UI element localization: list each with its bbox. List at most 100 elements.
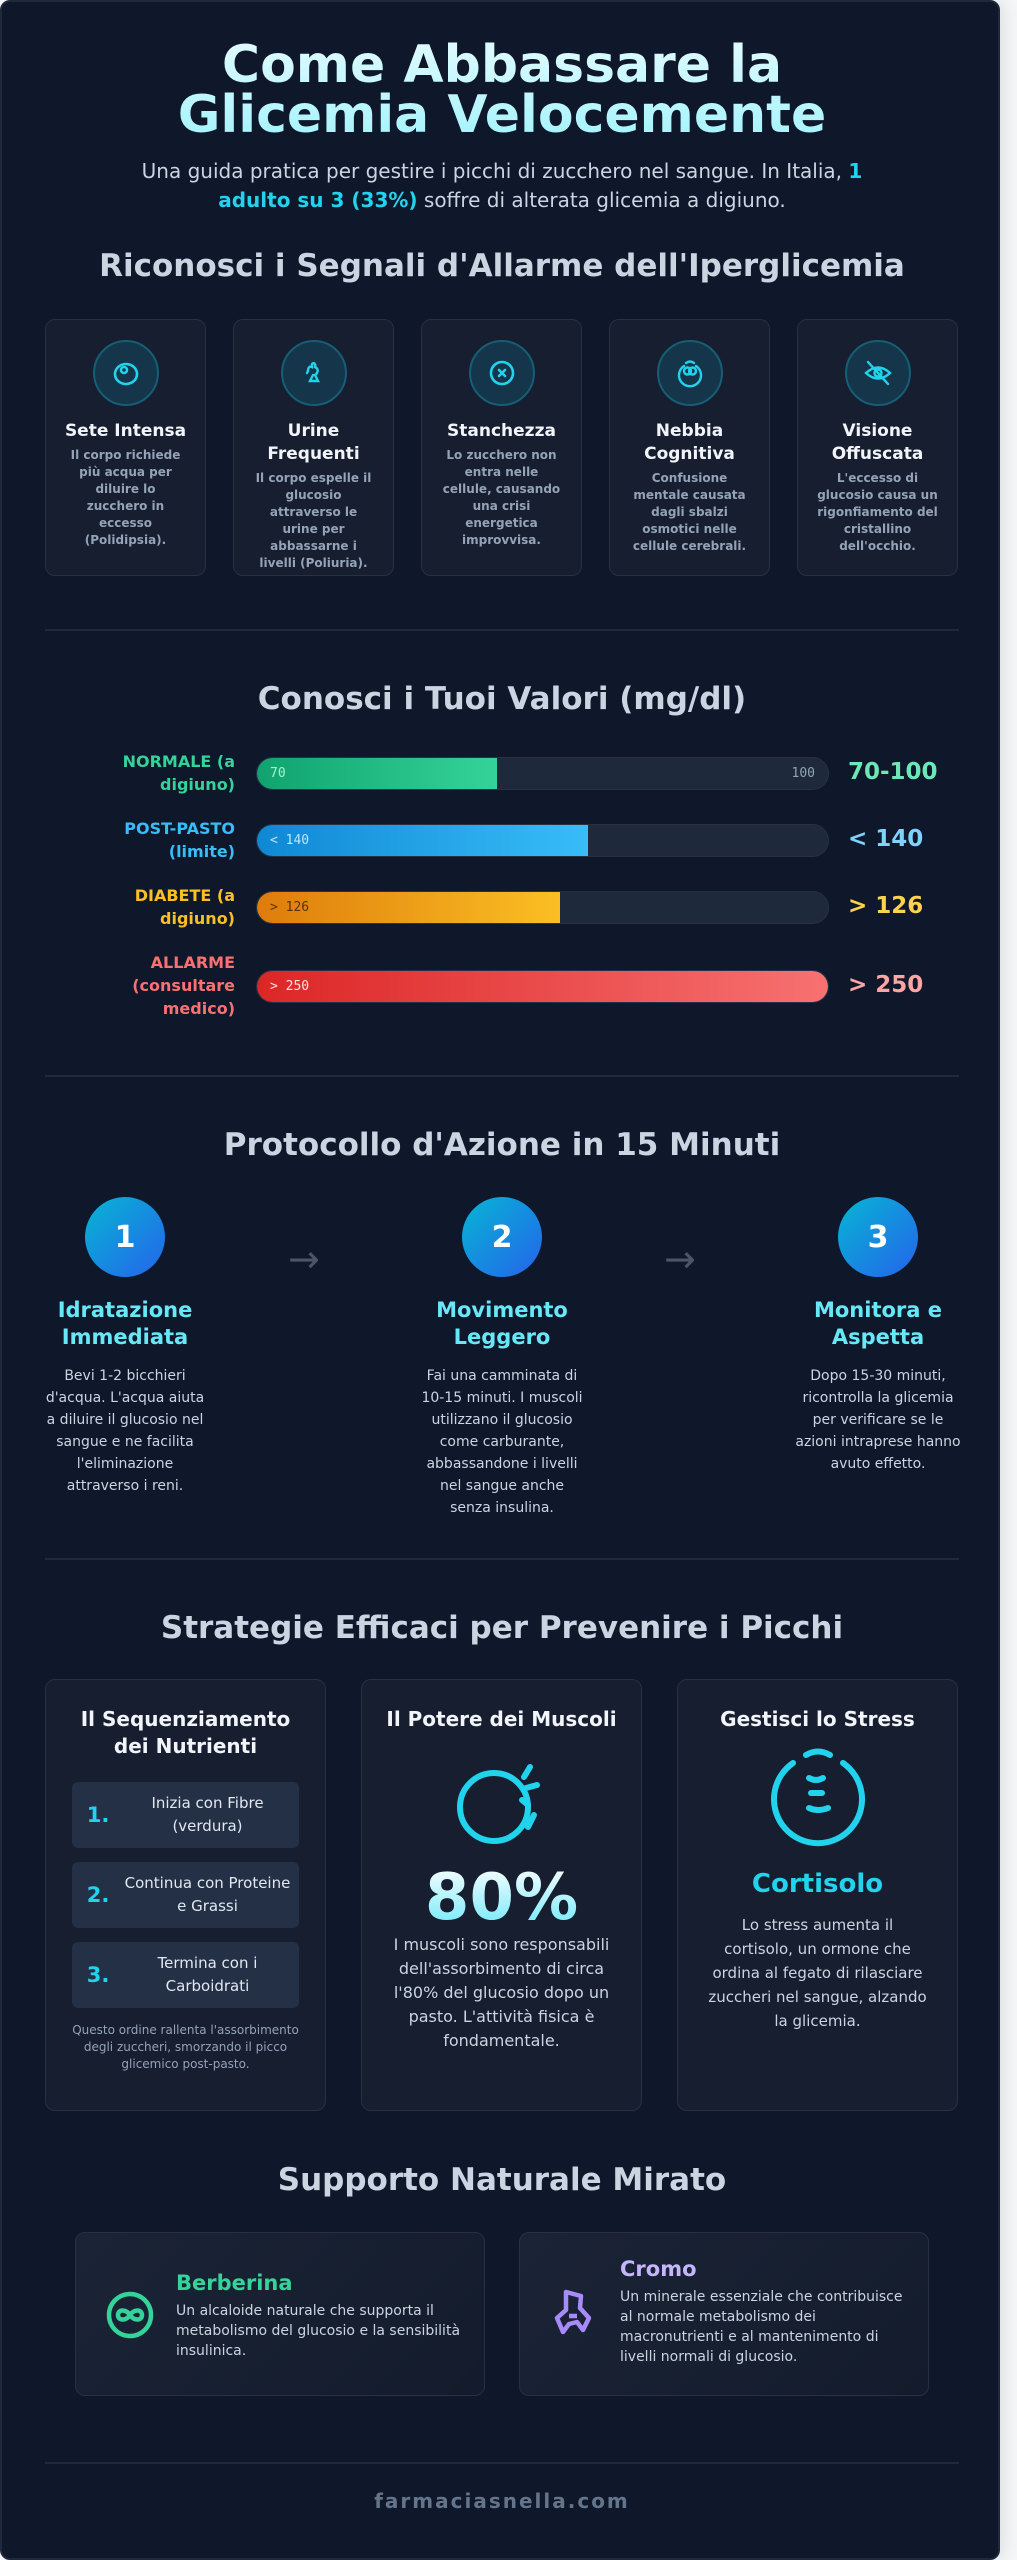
sequence-text: Continua con Proteine e Grassi bbox=[124, 1874, 291, 1915]
subtitle-text: Una guida pratica per gestire i picchi d… bbox=[141, 159, 849, 183]
step-desc: Fai una camminata di 10-15 minuti. I mus… bbox=[421, 1368, 583, 1516]
bar-min-label: 70 bbox=[270, 766, 286, 781]
footer-divider bbox=[45, 2462, 959, 2464]
symptom-card: Nebbia Cognitiva Confusione mentale causa… bbox=[609, 319, 770, 576]
symptom-desc: Lo zucchero non entra nelle cellule, cau… bbox=[442, 448, 561, 547]
bar-min-label: < 140 bbox=[270, 833, 310, 848]
symptom-title: Sete Intensa Il corpo richiede più acqua … bbox=[52, 420, 199, 549]
supplement-desc: Un minerale essenziale che contribuisce … bbox=[620, 2289, 903, 2365]
symptoms-section-title: Riconosci i Segnali d'Allarme dell'Iperg… bbox=[99, 248, 905, 284]
value-range: 70-100 bbox=[848, 759, 938, 785]
value-label: DIABETE (a digiuno) bbox=[134, 886, 235, 928]
strategy-title: Il Potere dei Muscoli bbox=[386, 1707, 617, 1731]
symptom-title: Urine Frequenti Il corpo espelle il gluco… bbox=[240, 420, 387, 572]
brain-icon bbox=[657, 340, 723, 406]
flexed-bicep-icon bbox=[362, 1755, 641, 1851]
sequence-number: 2. bbox=[86, 1883, 110, 1907]
symptom-card: Stanchezza Lo zucchero non entra nelle ce… bbox=[421, 319, 582, 576]
sequence-step: 3. Termina con i Carboidrati bbox=[72, 1942, 299, 2008]
infinity-icon bbox=[102, 2287, 158, 2343]
value-bar-fill bbox=[257, 758, 497, 789]
section-divider bbox=[45, 1075, 959, 1077]
subtitle-text-end: soffre di alterata glicemia a digiuno. bbox=[417, 188, 786, 212]
protocol-step: 2 Movimento Leggero Fai una camminata di… bbox=[412, 1197, 592, 1519]
eye-off-icon bbox=[845, 340, 911, 406]
arrow-right-icon: → bbox=[288, 1237, 320, 1281]
symptom-card: Visione Offuscata L'eccesso di glucosio c… bbox=[797, 319, 958, 576]
value-range: > 126 bbox=[848, 893, 924, 919]
section-divider bbox=[45, 629, 959, 631]
arrow-right-icon: → bbox=[664, 1237, 696, 1281]
stress-meditation-icon bbox=[678, 1745, 957, 1855]
sequence-note: Questo ordine rallenta l'assorbimento de… bbox=[72, 2023, 299, 2071]
sequence-number: 3. bbox=[86, 1963, 110, 1987]
supplement-name: Cromo bbox=[620, 2257, 697, 2281]
value-label: POST-PASTO (limite) bbox=[124, 819, 235, 861]
sequence-step: 1. Inizia con Fibre (verdura) bbox=[72, 1782, 299, 1848]
symptom-card: Sete Intensa Il corpo richiede più acqua … bbox=[45, 319, 206, 576]
strategy-card-muscles: Il Potere dei Muscoli 80% I muscoli sono… bbox=[361, 1679, 642, 2111]
protocol-step: 1 Idratazione Immediata Bevi 1-2 bicchie… bbox=[35, 1197, 215, 1497]
supplement-card-chromium: Cromo Un minerale essenziale che contrib… bbox=[519, 2232, 929, 2396]
value-range: < 140 bbox=[848, 826, 924, 852]
subtitle-stat-highlight: 1 adulto su 3 (33%) bbox=[218, 159, 863, 212]
value-label: ALLARME (consultare medico) bbox=[132, 953, 235, 1018]
value-bar: > 126 bbox=[256, 891, 829, 924]
values-section-title: Conosci i Tuoi Valori (mg/dl) bbox=[257, 681, 747, 717]
step-title: Movimento Leggero bbox=[436, 1298, 568, 1349]
strategies-section-title: Strategie Efficaci per Prevenire i Picch… bbox=[160, 1610, 844, 1646]
protocol-section-title: Protocollo d'Azione in 15 Minuti bbox=[223, 1127, 781, 1163]
symptom-desc: L'eccesso di glucosio causa un rigonfiam… bbox=[817, 471, 938, 553]
strategy-desc: I muscoli sono responsabili dell'assorbi… bbox=[393, 1935, 610, 2050]
value-bar-fill bbox=[257, 971, 828, 1002]
step-number-badge: 3 bbox=[838, 1197, 918, 1277]
value-bar-fill bbox=[257, 825, 589, 856]
sequence-text: Inizia con Fibre (verdura) bbox=[151, 1794, 264, 1835]
value-bar-fill bbox=[257, 892, 560, 923]
bar-min-label: > 126 bbox=[270, 900, 310, 915]
sequence-number: 1. bbox=[86, 1803, 110, 1827]
bar-min-label: > 250 bbox=[270, 979, 310, 994]
value-bar: 70 100 bbox=[256, 757, 829, 790]
supplement-card-berberine: Berberina Un alcaloide naturale che supp… bbox=[75, 2232, 485, 2396]
strategy-card-sequencing: Il Sequenziamento dei Nutrienti 1. Inizi… bbox=[45, 1679, 326, 2111]
page-subtitle: Una guida pratica per gestire i picchi d… bbox=[122, 157, 882, 215]
strategy-card-stress: Gestisci lo Stress Cortisolo Lo stress a… bbox=[677, 1679, 958, 2111]
symptom-card: Urine Frequenti Il corpo espelle il gluco… bbox=[233, 319, 394, 576]
water-drop-icon bbox=[93, 340, 159, 406]
symptom-title: Stanchezza Lo zucchero non entra nelle ce… bbox=[428, 420, 575, 549]
symptom-title: Nebbia Cognitiva Confusione mentale causa… bbox=[616, 420, 763, 555]
value-range: > 250 bbox=[848, 972, 924, 998]
strategy-desc: Lo stress aumenta il cortisolo, un ormon… bbox=[708, 1916, 927, 2030]
support-section-title: Supporto Naturale Mirato bbox=[277, 2162, 727, 2198]
symptom-desc: Il corpo richiede più acqua per diluire … bbox=[70, 448, 181, 547]
supplement-name: Berberina bbox=[176, 2271, 293, 2295]
value-bar: < 140 bbox=[256, 824, 829, 857]
crystal-icon bbox=[546, 2285, 602, 2341]
sequence-text: Termina con i Carboidrati bbox=[157, 1954, 258, 1995]
symptom-desc: Confusione mentale causata dagli sbalzi … bbox=[632, 471, 747, 553]
value-bar: > 250 bbox=[256, 970, 829, 1003]
muscle-stat: 80% bbox=[362, 1863, 641, 1933]
value-label: NORMALE (a digiuno) bbox=[122, 752, 235, 794]
battery-x-icon bbox=[469, 340, 535, 406]
toilet-icon bbox=[281, 340, 347, 406]
protocol-step: 3 Monitora e Aspetta Dopo 15-30 minuti, … bbox=[788, 1197, 968, 1475]
strategy-title: Gestisci lo Stress bbox=[720, 1707, 915, 1731]
footer-site-link[interactable]: farmaciasnella.com bbox=[374, 2489, 630, 2513]
step-desc: Dopo 15-30 minuti, ricontrolla la glicem… bbox=[795, 1368, 961, 1472]
symptom-title: Visione Offuscata L'eccesso di glucosio c… bbox=[804, 420, 951, 555]
bar-max-label: 100 bbox=[791, 766, 815, 781]
page-title: Come Abbassare la Glicemia Velocemente bbox=[2, 39, 1002, 141]
cortisol-label: Cortisolo bbox=[751, 1869, 884, 1899]
supplement-desc: Un alcaloide naturale che supporta il me… bbox=[176, 2303, 461, 2359]
step-number-badge: 2 bbox=[462, 1197, 542, 1277]
strategy-title: Il Sequenziamento dei Nutrienti bbox=[80, 1707, 291, 1758]
step-title: Idratazione Immediata bbox=[57, 1298, 193, 1349]
section-divider bbox=[45, 1558, 959, 1560]
sequence-step: 2. Continua con Proteine e Grassi bbox=[72, 1862, 299, 1928]
symptom-desc: Il corpo espelle il glucosio attraverso … bbox=[255, 471, 372, 570]
step-desc: Bevi 1-2 bicchieri d'acqua. L'acqua aiut… bbox=[45, 1368, 205, 1494]
step-number-badge: 1 bbox=[85, 1197, 165, 1277]
